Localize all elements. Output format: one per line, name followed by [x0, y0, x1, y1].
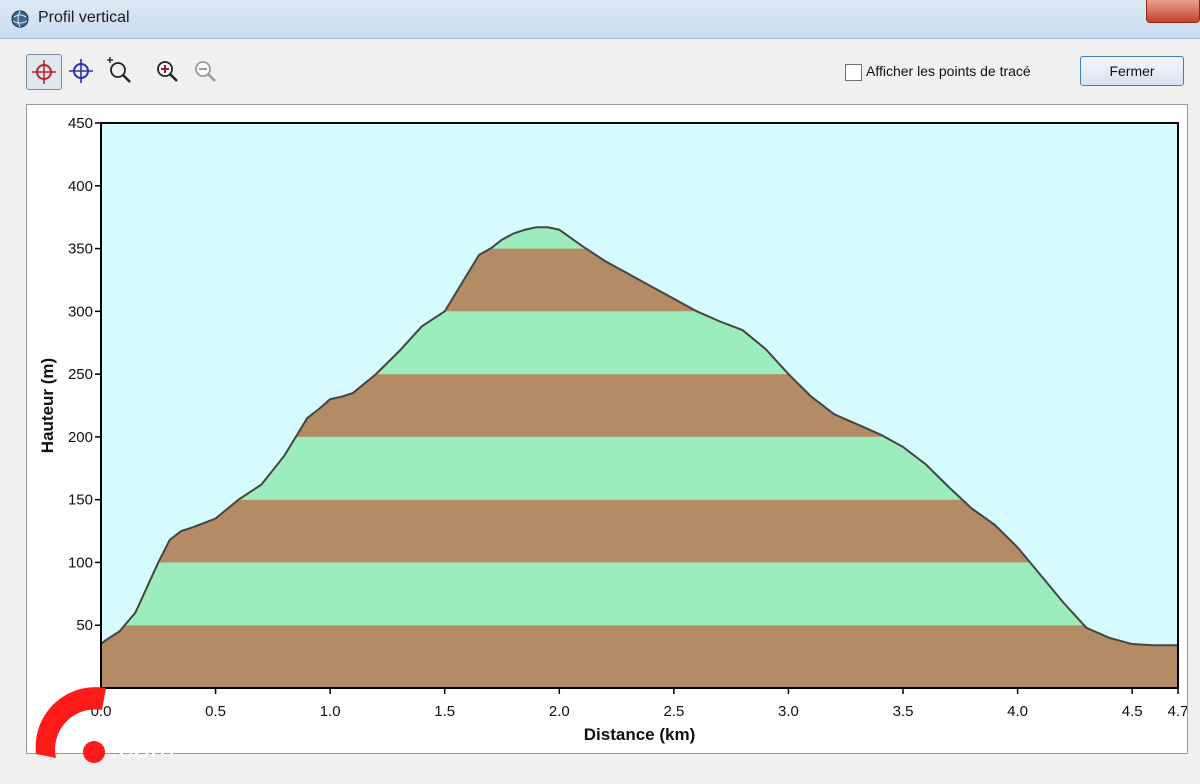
- elevation-line: [100, 226, 1178, 647]
- window-close-button[interactable]: [1146, 0, 1200, 23]
- elevation-band: [101, 562, 1178, 626]
- x-tick-label: 3.0: [778, 703, 799, 720]
- y-tick-label: 350: [68, 241, 93, 258]
- tool-crosshair-blue[interactable]: [64, 54, 98, 88]
- x-tick-label: 4.7: [1168, 703, 1187, 720]
- app-globe-icon: [11, 10, 29, 28]
- title-bar[interactable]: Profil vertical: [0, 0, 1200, 39]
- crosshair-blue-icon: [69, 59, 93, 83]
- plot-frame: [100, 122, 1179, 689]
- x-tick-label: 3.5: [893, 703, 914, 720]
- x-tick-label: 1.5: [434, 703, 455, 720]
- x-tick-label: 0.5: [205, 703, 226, 720]
- x-tick-label: 2.5: [663, 703, 684, 720]
- zoom-out-icon: [195, 61, 216, 82]
- window-title: Profil vertical: [38, 9, 130, 26]
- y-tick-label: 200: [68, 429, 93, 446]
- y-axis-label: Hauteur (m): [38, 358, 57, 453]
- y-tick-label: 400: [68, 178, 93, 195]
- y-tick-label: 250: [68, 366, 93, 383]
- zoom-in-icon: [157, 61, 178, 82]
- y-tick-label: 150: [68, 492, 93, 509]
- x-tick-label: 2.0: [549, 703, 570, 720]
- y-tick-label: 300: [68, 303, 93, 320]
- y-tick-label: 50: [76, 617, 93, 634]
- y-tick-label: 450: [68, 115, 93, 132]
- elevation-band: [101, 625, 1178, 688]
- close-button[interactable]: Fermer: [1080, 56, 1184, 86]
- y-tick-label: 100: [68, 554, 93, 571]
- tool-zoom-box[interactable]: [102, 54, 136, 88]
- zoom-box-icon: [107, 57, 131, 83]
- show-points-label[interactable]: Afficher les points de tracé: [866, 63, 1031, 79]
- show-points-checkbox[interactable]: [845, 64, 862, 81]
- watermark-text: .com: [110, 732, 176, 765]
- tool-crosshair-red[interactable]: [26, 54, 62, 90]
- x-axis-label: Distance (km): [584, 725, 695, 744]
- x-tick-label: 4.0: [1007, 703, 1028, 720]
- tool-zoom-in[interactable]: [150, 54, 184, 88]
- watermark-logo-icon: [35, 687, 106, 763]
- x-tick-label: 4.5: [1122, 703, 1143, 720]
- crosshair-red-icon: [32, 60, 56, 84]
- tool-zoom-out[interactable]: [188, 54, 222, 88]
- elevation-chart-panel: 50 100 150 200 250 300 350 400 450 0.0 0.5 1.0 1.5 2.…: [26, 104, 1188, 754]
- x-tick-label: 1.0: [320, 703, 341, 720]
